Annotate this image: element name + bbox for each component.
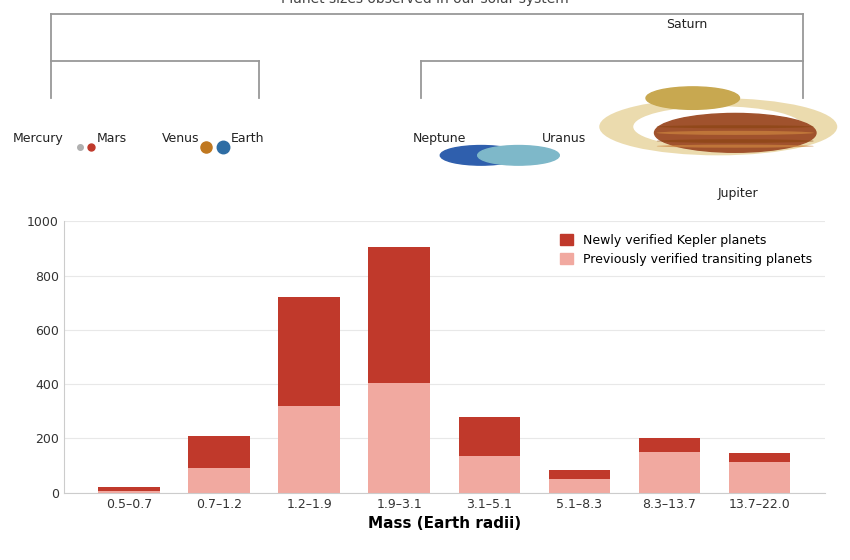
Ellipse shape (656, 144, 813, 148)
Text: Planet sizes observed in our solar system: Planet sizes observed in our solar syste… (281, 0, 569, 6)
Bar (99, 492, 160, 493)
Bar (99, 487, 160, 492)
Bar (189, 468, 250, 493)
Text: Jupiter: Jupiter (717, 187, 758, 200)
Bar (189, 436, 250, 468)
Bar (728, 454, 790, 461)
Text: Venus: Venus (162, 133, 199, 146)
Text: Neptune: Neptune (412, 133, 466, 146)
Ellipse shape (656, 131, 813, 135)
Bar (369, 247, 430, 383)
Bar (458, 417, 519, 456)
Bar (369, 383, 430, 493)
Bar (638, 452, 700, 493)
Bar (638, 438, 700, 452)
Bar (548, 470, 609, 479)
X-axis label: Mass (Earth radii): Mass (Earth radii) (367, 516, 521, 531)
Ellipse shape (633, 106, 803, 147)
Ellipse shape (656, 139, 813, 143)
Bar (279, 297, 340, 406)
Text: Saturn: Saturn (666, 18, 707, 31)
Circle shape (440, 146, 522, 165)
Text: Uranus: Uranus (542, 133, 586, 146)
Bar (728, 461, 790, 493)
Text: Mars: Mars (97, 133, 127, 146)
Ellipse shape (656, 125, 813, 128)
Text: Mercury: Mercury (13, 133, 64, 146)
Circle shape (654, 114, 816, 152)
Legend: Newly verified Kepler planets, Previously verified transiting planets: Newly verified Kepler planets, Previousl… (554, 227, 819, 272)
Bar (548, 479, 609, 493)
Circle shape (646, 87, 740, 109)
Circle shape (478, 146, 559, 165)
Text: Earth: Earth (231, 133, 264, 146)
Bar (458, 456, 519, 493)
Ellipse shape (599, 98, 837, 155)
Bar (279, 406, 340, 493)
